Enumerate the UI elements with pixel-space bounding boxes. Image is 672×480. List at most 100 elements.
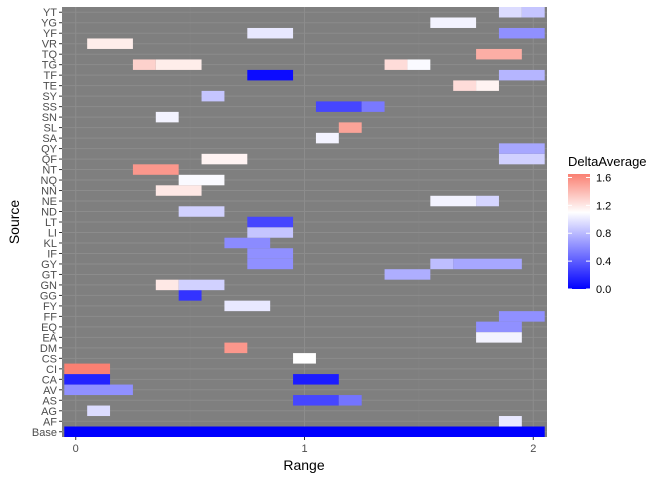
heatmap-cell <box>178 279 225 291</box>
heatmap-cell <box>476 321 522 333</box>
heatmap-cell <box>247 27 294 39</box>
legend-tick-label: 1.6 <box>596 172 611 184</box>
x-tick-label: 1 <box>301 443 307 455</box>
y-tick-label: YG <box>41 18 57 30</box>
heatmap-cell <box>407 59 431 70</box>
y-tick-label: SL <box>44 123 57 135</box>
heatmap-cell <box>247 258 294 270</box>
legend-ticks: 0.0 0.4 0.8 1.2 1.6 <box>568 172 611 296</box>
heatmap-cell <box>476 48 522 60</box>
heatmap-cell <box>498 416 522 427</box>
y-tick-label: Base <box>32 427 57 439</box>
heatmap-cell <box>201 90 225 102</box>
y-tick-label: GN <box>41 280 58 292</box>
heatmap-cell <box>247 248 294 259</box>
heatmap-cell <box>338 395 362 406</box>
heatmap-cell <box>155 59 202 70</box>
heatmap-cell <box>453 258 522 270</box>
heatmap-cell <box>430 258 454 270</box>
heatmap-cell <box>247 216 294 228</box>
heatmap-cell <box>155 111 179 123</box>
y-tick-label: EA <box>42 332 57 344</box>
heatmap-cell <box>361 101 385 112</box>
heatmap-cell <box>132 164 179 175</box>
heatmap-cells <box>64 7 545 437</box>
heatmap-cell <box>224 237 271 249</box>
y-tick-label: YT <box>43 7 57 19</box>
heatmap-cell <box>498 143 545 154</box>
heatmap-cell <box>498 27 545 39</box>
heatmap-cell <box>384 269 431 280</box>
y-tick-label: NT <box>42 165 57 177</box>
heatmap-cell <box>430 17 477 28</box>
y-tick-label: SA <box>42 133 57 145</box>
y-tick-label: FY <box>43 301 58 313</box>
heatmap-cell <box>87 38 133 49</box>
heatmap-cell <box>498 153 545 165</box>
y-tick-label: EQ <box>41 322 57 334</box>
y-tick-label: KL <box>44 238 57 250</box>
heatmap-cell <box>430 195 477 207</box>
heatmap-cell <box>476 80 499 91</box>
legend-tick-label: 1.2 <box>596 200 611 212</box>
y-tick-label: AF <box>43 416 57 428</box>
x-tick-label: 2 <box>530 443 536 455</box>
y-tick-label: SS <box>42 102 57 114</box>
heatmap-cell <box>384 59 408 70</box>
y-tick-label: TQ <box>42 49 58 61</box>
legend-tick-label: 0.4 <box>596 256 611 268</box>
y-tick-label: NE <box>42 196 57 208</box>
y-tick-label: VR <box>42 39 57 51</box>
y-tick-label: SY <box>42 91 57 103</box>
y-tick-label: QY <box>41 144 58 156</box>
y-tick-label: GG <box>40 290 57 302</box>
y-tick-label: TF <box>44 70 58 82</box>
legend-tick-label: 0.8 <box>596 228 611 240</box>
y-tick-label: CI <box>46 364 57 376</box>
y-tick-label: CA <box>42 374 58 386</box>
y-axis-title: Source <box>6 200 22 245</box>
heatmap-cell <box>224 300 271 312</box>
heatmap-cell <box>315 101 362 112</box>
y-tick-label: CS <box>42 353 57 365</box>
heatmap-cell <box>178 174 225 186</box>
y-tick-label: GY <box>41 259 58 271</box>
x-axis-title: Range <box>283 457 324 473</box>
y-tick-label: NQ <box>41 175 58 187</box>
heatmap-cell <box>247 227 294 238</box>
y-tick-label: FF <box>44 311 58 323</box>
y-tick-label: LI <box>48 227 57 239</box>
legend-tick-label: 0.0 <box>596 284 611 296</box>
heatmap-cell <box>315 132 339 144</box>
heatmap-cell <box>476 195 499 207</box>
heatmap-cell <box>178 206 225 217</box>
heatmap-cell <box>521 7 545 18</box>
x-tick-label: 0 <box>73 443 79 455</box>
y-tick-label: SN <box>42 112 57 124</box>
heatmap-cell <box>498 311 545 322</box>
heatmap-cell <box>247 69 294 81</box>
y-tick-label: AG <box>41 406 57 418</box>
heatmap-cell <box>293 374 339 385</box>
heatmap-cell <box>498 69 545 81</box>
y-tick-label: YF <box>43 28 57 40</box>
y-tick-label: NN <box>41 186 57 198</box>
legend-title: DeltaAverage <box>568 154 647 169</box>
y-tick-label: LT <box>45 217 57 229</box>
y-tick-label: ND <box>41 207 57 219</box>
heatmap-cell <box>476 332 522 343</box>
y-tick-label: DM <box>40 343 57 355</box>
y-tick-label: QF <box>42 154 58 166</box>
heatmap-cell <box>453 80 477 91</box>
heatmap-cell <box>132 59 156 70</box>
y-tick-label: AV <box>43 385 58 397</box>
heatmap-cell <box>178 290 202 301</box>
y-tick-label: AS <box>42 395 57 407</box>
heatmap-cell <box>293 395 339 406</box>
legend-colorbar <box>568 174 590 289</box>
y-axis-ticks: BaseAFAGASAVCACICSDMEAEQFFFYGGGNGTGYIFKL… <box>32 7 62 439</box>
heatmap-cell <box>224 342 248 354</box>
heatmap-cell <box>64 374 111 385</box>
y-tick-label: IF <box>47 248 57 260</box>
